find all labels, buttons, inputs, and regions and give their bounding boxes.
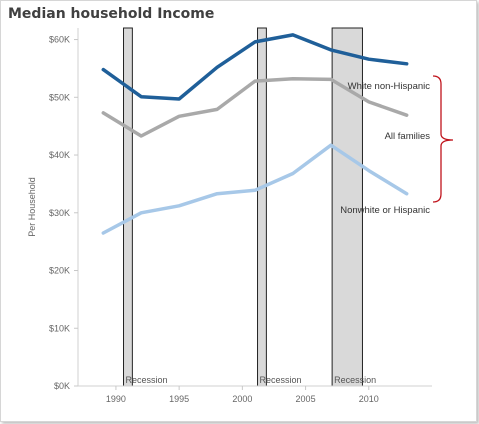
x-tick-label: 2000: [232, 394, 252, 404]
series-label: Nonwhite or Hispanic: [340, 205, 430, 216]
x-tick-label: 1995: [169, 394, 189, 404]
recession-label: Recession: [260, 375, 302, 385]
series-label: All families: [385, 131, 431, 142]
series-labels: White non-Hispanic All families Nonwhite o…: [340, 81, 430, 216]
recession-bands: Recession Recession Recession: [123, 27, 376, 387]
series-lines: [101, 33, 409, 235]
y-tick-label: $20K: [49, 266, 70, 276]
x-tick-label: 2005: [296, 394, 316, 404]
y-tick-label: $10K: [49, 323, 70, 333]
annotation-bracket: [432, 75, 454, 203]
y-tick-label: $0K: [54, 381, 70, 391]
recession-band: [123, 27, 133, 387]
y-tick-label: $50K: [49, 92, 70, 102]
series-label: White non-Hispanic: [348, 81, 431, 92]
series-line: [101, 77, 409, 138]
y-tick-label: $30K: [49, 208, 70, 218]
series-line: [101, 143, 409, 235]
axes: $0K $10K $20K $30K $40K $50K $60K 1990 1995 2000 2…: [27, 28, 432, 404]
series-line: [101, 33, 409, 101]
red-bracket: [432, 75, 454, 203]
x-tick-label: 1990: [106, 394, 126, 404]
x-tick-label: 2010: [359, 394, 379, 404]
recession-label: Recession: [126, 375, 168, 385]
y-tick-label: $60K: [49, 35, 70, 45]
y-axis-title: Per Household: [27, 177, 37, 237]
chart-title: Median household Income: [8, 6, 215, 22]
y-tick-label: $40K: [49, 150, 70, 160]
recession-label: Recession: [334, 375, 376, 385]
